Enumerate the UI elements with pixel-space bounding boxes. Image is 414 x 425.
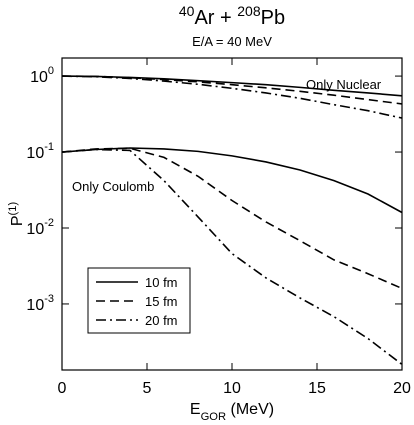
x-tick-label: 15	[308, 380, 326, 397]
y-tick-label: 100	[30, 65, 54, 86]
y-tick-label: 10-3	[26, 293, 54, 314]
series-line	[61, 148, 403, 366]
series-line	[61, 147, 403, 290]
annotation: Only Nuclear	[306, 77, 382, 92]
series-line	[61, 75, 403, 105]
text-part: E	[190, 401, 201, 418]
y-tick-label: 10-1	[26, 141, 54, 162]
text-part: 208	[237, 3, 261, 19]
tick-base: 10	[26, 221, 44, 238]
x-tick-label: 0	[58, 380, 67, 397]
chart-subtitle: E/A = 40 MeV	[192, 34, 272, 49]
text-part: Pb	[261, 7, 285, 29]
tick-exponent: -2	[44, 217, 54, 229]
x-tick-label: 5	[143, 380, 152, 397]
text-part: 40	[179, 3, 195, 19]
tick-exponent: -3	[44, 293, 54, 305]
annotation: Only Coulomb	[72, 179, 154, 194]
tick-base: 10	[26, 145, 44, 162]
text-part: (1)	[7, 202, 19, 216]
legend-label: 10 fm	[145, 275, 178, 290]
text-part: GQR	[201, 411, 226, 420]
legend-label: 15 fm	[145, 294, 178, 309]
y-tick-label: 10-2	[26, 217, 54, 238]
text-part: (MeV)	[226, 401, 274, 418]
legend-label: 20 fm	[145, 313, 178, 328]
series-line	[61, 75, 403, 119]
text-part: P	[9, 216, 26, 227]
tick-exponent: 0	[48, 65, 54, 77]
x-tick-label: 10	[223, 380, 241, 397]
tick-base: 10	[30, 69, 48, 86]
chart-title: 40Ar + 208Pb	[179, 3, 285, 29]
y-axis-label: P(1)	[7, 202, 26, 227]
x-tick-label: 20	[393, 380, 411, 397]
text-part: Ar +	[194, 7, 237, 29]
tick-base: 10	[26, 297, 44, 314]
tick-exponent: -1	[44, 141, 54, 153]
